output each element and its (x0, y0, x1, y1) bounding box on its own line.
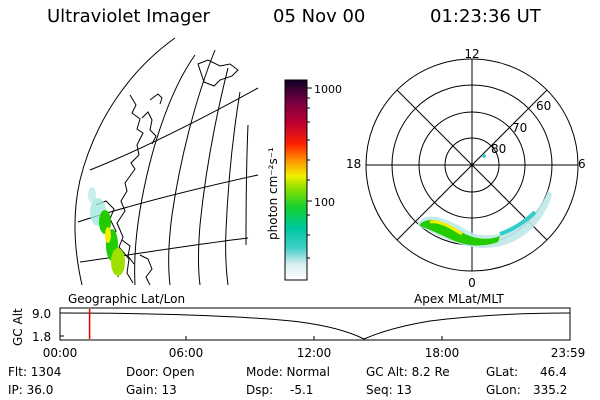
mlt-label-18: 18 (346, 157, 361, 171)
gain-value: Gain: 13 (126, 383, 177, 397)
colorbar (284, 79, 308, 281)
timeline-xtick-1200: 12:00 (297, 346, 332, 360)
timeline-xtick-1800: 18:00 (425, 346, 460, 360)
timeline-ytick-9: 9.0 (32, 307, 51, 321)
geographic-projection-label: Geographic Lat/Lon (68, 292, 185, 306)
flight-number: Flt: 1304 (8, 365, 62, 379)
polar-aurora (418, 154, 552, 248)
glon-label: GLon: (486, 383, 521, 397)
timeline-xtick-0600: 06:00 (169, 346, 204, 360)
lat-label-80: 80 (491, 142, 506, 156)
gc-altitude: GC Alt: 8.2 Re (366, 365, 450, 379)
seq-value: Seq: 13 (366, 383, 412, 397)
earth-limb (74, 37, 176, 285)
colorbar-tick-1000: 1000 (314, 83, 342, 96)
timeline-ytick-1-8: 1.8 (32, 330, 51, 344)
dsp-value: -5.1 (290, 383, 314, 397)
altitude-curve (59, 312, 571, 340)
apex-projection-label: Apex MLat/MLT (414, 292, 504, 306)
time-label: 01:23:36 UT (430, 6, 541, 27)
mlt-label-6: 6 (578, 157, 586, 171)
instrument-title: Ultraviolet Imager (47, 6, 210, 27)
date-label: 05 Nov 00 (273, 6, 366, 27)
glat-label: GLat: (486, 365, 519, 379)
mode-status: Mode: Normal (246, 365, 330, 379)
geographic-aurora (88, 187, 125, 276)
timeline-xtick-2359: 23:59 (551, 346, 586, 360)
ip-value: IP: 36.0 (8, 383, 54, 397)
lat-label-60: 60 (536, 99, 551, 113)
door-status: Door: Open (126, 365, 195, 379)
geographic-map (74, 37, 259, 285)
colorbar-unit-label: photon cm⁻²s⁻¹ (266, 147, 280, 240)
dsp-label: Dsp: (246, 383, 274, 397)
altitude-timeline (59, 307, 571, 341)
glon-value: 335.2 (533, 383, 568, 397)
colorbar-tick-100: 100 (314, 196, 335, 209)
lat-label-70: 70 (512, 121, 527, 135)
timeline-xtick-0000: 00:00 (43, 346, 78, 360)
glat-value: 46.4 (540, 365, 567, 379)
mlt-label-12: 12 (464, 47, 479, 61)
coastline (116, 94, 144, 284)
mlt-label-0: 0 (468, 276, 476, 290)
timeline-ylabel: GC Alt (11, 308, 25, 346)
